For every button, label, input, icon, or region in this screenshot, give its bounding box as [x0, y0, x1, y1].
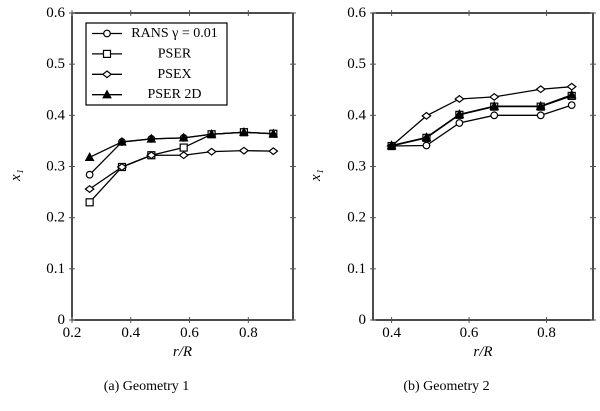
marker-circle [422, 141, 431, 150]
marker-diamond [421, 111, 432, 120]
legend-box [85, 22, 228, 106]
marker-triangle [206, 129, 217, 138]
marker-diamond [101, 70, 113, 79]
marker-circle [455, 119, 464, 127]
marker-circle [490, 111, 499, 120]
marker-triangle [102, 89, 112, 99]
x-tick-label: 0.6 [180, 325, 199, 341]
legend-label: PSER 2D [147, 87, 201, 102]
marker-circle [567, 101, 576, 109]
y-tick-label: 0.5 [347, 56, 366, 72]
y-axis-label-left: x₁ [8, 169, 24, 181]
y-tick-label: 0.3 [347, 159, 366, 175]
marker-diamond [454, 94, 465, 104]
marker-triangle [146, 133, 157, 143]
marker-diamond [489, 92, 500, 101]
marker-triangle [386, 140, 397, 150]
chart-geometry-2: 0.4 0.6 0.8 0 0.1 0.2 0.3 0.4 0.5 0.6 x₁ r/R (b) … [300, 0, 600, 411]
series-line-0 [391, 104, 572, 147]
marker-diamond [268, 147, 279, 156]
y-tick-label: 0.1 [46, 261, 65, 277]
subfigure-caption-a: (a) Geometry 1 [103, 379, 190, 394]
marker-square [179, 143, 188, 152]
marker-circle [103, 29, 111, 38]
x-tick-label: 0.6 [460, 325, 479, 341]
marker-triangle [566, 89, 577, 99]
marker-triangle [535, 100, 546, 110]
y-tick-label: 0.6 [46, 5, 65, 21]
y-tick-label: 0 [359, 312, 367, 328]
marker-diamond [116, 162, 128, 172]
x-tick-label: 0.4 [382, 325, 401, 341]
x-tick-label: 0.8 [239, 325, 258, 341]
legend-label: PSEX [157, 67, 191, 82]
marker-triangle [239, 126, 249, 136]
x-axis-label-right: r/R [473, 344, 493, 360]
subfigure-caption-b: (b) Geometry 2 [403, 379, 490, 394]
legend-label: PSER [158, 46, 192, 61]
x-tick-label: 0.4 [121, 325, 140, 341]
marker-triangle [84, 152, 95, 161]
plot-area-geometry-2: 0.4 0.6 0.8 0 0.1 0.2 0.3 0.4 0.5 0.6 [347, 5, 596, 341]
marker-triangle [421, 132, 432, 142]
series-line-2 [391, 86, 572, 147]
y-tick-label: 0.3 [46, 159, 65, 175]
plot-frame [372, 12, 594, 321]
series-line-3 [391, 94, 572, 147]
marker-triangle [178, 132, 189, 142]
legend-label: RANS γ = 0.01 [131, 26, 217, 41]
y-tick-label: 0.4 [46, 107, 65, 123]
marker-square [102, 49, 112, 59]
y-tick-label: 0.2 [347, 210, 366, 226]
x-tick-label: 0.2 [63, 325, 82, 341]
marker-diamond [178, 151, 189, 160]
marker-triangle [454, 109, 465, 119]
marker-circle [85, 170, 94, 179]
marker-triangle [268, 128, 279, 138]
x-tick-label: 0.8 [537, 325, 556, 341]
marker-diamond [206, 147, 217, 156]
y-tick-label: 0 [58, 312, 66, 328]
chart-geometry-1: 0.2 0.4 0.6 0.8 0 0.1 0.2 0.3 0.4 0.5 0.6 RANS γ = … [8, 5, 296, 394]
y-tick-label: 0.1 [347, 261, 366, 277]
marker-triangle [117, 136, 127, 146]
marker-circle [536, 111, 545, 120]
marker-diamond [146, 151, 157, 160]
y-tick-label: 0.6 [347, 5, 366, 21]
y-tick-label: 0.4 [347, 107, 366, 123]
x-axis-label-left: r/R [172, 344, 193, 360]
marker-diamond [84, 184, 95, 194]
marker-diamond [535, 85, 546, 94]
marker-diamond [238, 146, 250, 155]
marker-triangle [489, 100, 500, 110]
y-tick-label: 0.2 [46, 210, 65, 226]
plot-area-geometry-1: 0.2 0.4 0.6 0.8 0 0.1 0.2 0.3 0.4 0.5 0.6 RANS γ = … [46, 5, 296, 341]
y-tick-label: 0.5 [46, 56, 65, 72]
marker-diamond [566, 82, 577, 91]
marker-square [85, 198, 94, 207]
y-axis-label-right: x₁ [308, 169, 324, 181]
